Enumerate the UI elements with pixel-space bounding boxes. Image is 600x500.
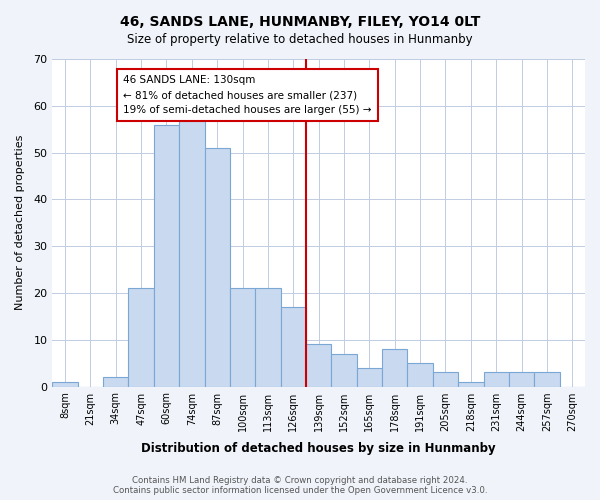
Bar — [382, 349, 407, 387]
Bar — [128, 288, 154, 386]
Bar — [154, 124, 179, 386]
Text: 46 SANDS LANE: 130sqm
← 81% of detached houses are smaller (237)
19% of semi-det: 46 SANDS LANE: 130sqm ← 81% of detached … — [124, 76, 372, 115]
Bar — [433, 372, 458, 386]
Bar — [357, 368, 382, 386]
Bar — [331, 354, 357, 386]
Bar — [52, 382, 77, 386]
Bar — [230, 288, 255, 386]
Bar — [103, 377, 128, 386]
Text: Contains HM Land Registry data © Crown copyright and database right 2024.
Contai: Contains HM Land Registry data © Crown c… — [113, 476, 487, 495]
Bar — [281, 307, 306, 386]
Bar — [509, 372, 534, 386]
Bar — [255, 288, 281, 386]
Bar — [306, 344, 331, 387]
Bar — [205, 148, 230, 386]
Text: Size of property relative to detached houses in Hunmanby: Size of property relative to detached ho… — [127, 32, 473, 46]
Y-axis label: Number of detached properties: Number of detached properties — [15, 135, 25, 310]
Bar — [407, 363, 433, 386]
X-axis label: Distribution of detached houses by size in Hunmanby: Distribution of detached houses by size … — [142, 442, 496, 455]
Text: 46, SANDS LANE, HUNMANBY, FILEY, YO14 0LT: 46, SANDS LANE, HUNMANBY, FILEY, YO14 0L… — [120, 15, 480, 29]
Bar — [484, 372, 509, 386]
Bar — [458, 382, 484, 386]
Bar — [534, 372, 560, 386]
Bar — [179, 115, 205, 386]
